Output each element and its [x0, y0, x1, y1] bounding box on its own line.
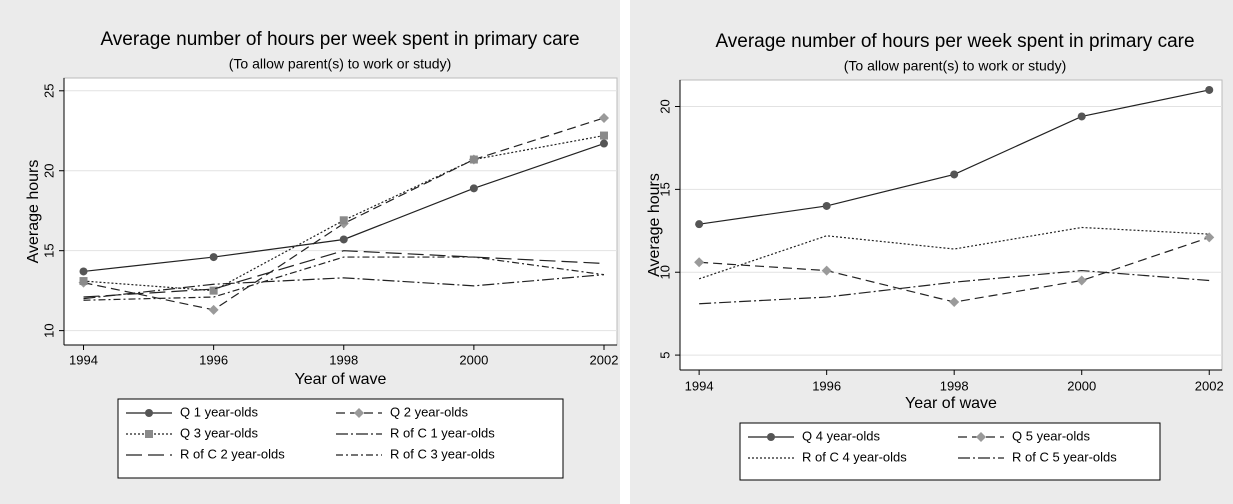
legend-label: Q 3 year-olds: [180, 425, 259, 440]
x-tick-label: 2002: [590, 352, 619, 367]
marker: [354, 408, 364, 418]
marker: [469, 184, 478, 193]
legend-label: Q 2 year-olds: [390, 404, 469, 419]
y-tick-label: 10: [41, 323, 56, 337]
marker: [949, 297, 960, 308]
series-line: [698, 226, 1210, 280]
legend-box: [117, 398, 564, 479]
x-tick-label: 1996: [812, 378, 841, 393]
plot-area: [679, 79, 1223, 371]
marker: [1205, 85, 1214, 94]
marker: [208, 304, 219, 315]
legend-label: R of C 1 year-olds: [390, 425, 495, 440]
x-axis-label: Year of wave: [295, 371, 387, 388]
x-tick-label: 1998: [940, 378, 969, 393]
chart-title: Average number of hours per week spent i…: [100, 29, 579, 50]
plot-area: [63, 77, 618, 346]
marker: [469, 155, 478, 164]
x-tick-label: 2000: [1067, 378, 1096, 393]
marker: [599, 131, 608, 140]
marker: [1077, 112, 1086, 121]
chart-subtitle: (To allow parent(s) to work or study): [844, 58, 1067, 74]
legend-label: Q 1 year-olds: [180, 404, 259, 419]
legend-label: Q 5 year-olds: [1012, 428, 1091, 443]
legend-box: [739, 422, 1161, 481]
series-line: [83, 256, 605, 301]
x-tick-label: 2000: [459, 352, 488, 367]
y-tick-label: 25: [41, 84, 56, 98]
legend-label: R of C 2 year-olds: [180, 446, 285, 461]
marker: [599, 139, 608, 148]
marker: [950, 170, 959, 179]
marker: [145, 430, 153, 438]
marker: [339, 216, 348, 225]
y-tick-label: 15: [657, 182, 672, 196]
marker: [209, 253, 218, 262]
x-axis-label: Year of wave: [905, 395, 997, 412]
marker: [598, 112, 609, 123]
marker: [976, 432, 986, 442]
marker: [822, 201, 831, 210]
chart-title: Average number of hours per week spent i…: [715, 31, 1194, 52]
x-tick-label: 1994: [69, 352, 98, 367]
marker: [1204, 232, 1215, 243]
x-tick-label: 1998: [329, 352, 358, 367]
x-tick-label: 1996: [199, 352, 228, 367]
legend-label: R of C 5 year-olds: [1012, 449, 1117, 464]
series-line: [699, 269, 1210, 305]
marker: [1076, 275, 1087, 286]
legend-label: R of C 4 year-olds: [802, 449, 907, 464]
x-tick-label: 1994: [685, 378, 714, 393]
y-tick-label: 10: [657, 265, 672, 279]
marker: [145, 409, 153, 417]
marker: [821, 265, 832, 276]
marker: [79, 267, 88, 276]
y-tick-label: 20: [41, 163, 56, 177]
series-line: [83, 250, 605, 298]
marker: [339, 235, 348, 244]
y-tick-label: 15: [41, 243, 56, 257]
y-axis-label: Average hours: [25, 160, 42, 264]
x-tick-label: 2002: [1195, 378, 1224, 393]
series-line: [83, 117, 605, 311]
y-axis-label: Average hours: [646, 173, 663, 277]
marker: [767, 433, 775, 441]
marker: [209, 286, 218, 295]
marker: [695, 220, 704, 229]
marker: [694, 257, 705, 268]
legend-label: R of C 3 year-olds: [390, 446, 495, 461]
y-tick-label: 5: [657, 351, 672, 358]
series-line: [83, 274, 605, 300]
chart-subtitle: (To allow parent(s) to work or study): [229, 56, 452, 72]
legend-label: Q 4 year-olds: [802, 428, 881, 443]
y-tick-label: 20: [657, 99, 672, 113]
marker: [79, 277, 88, 286]
